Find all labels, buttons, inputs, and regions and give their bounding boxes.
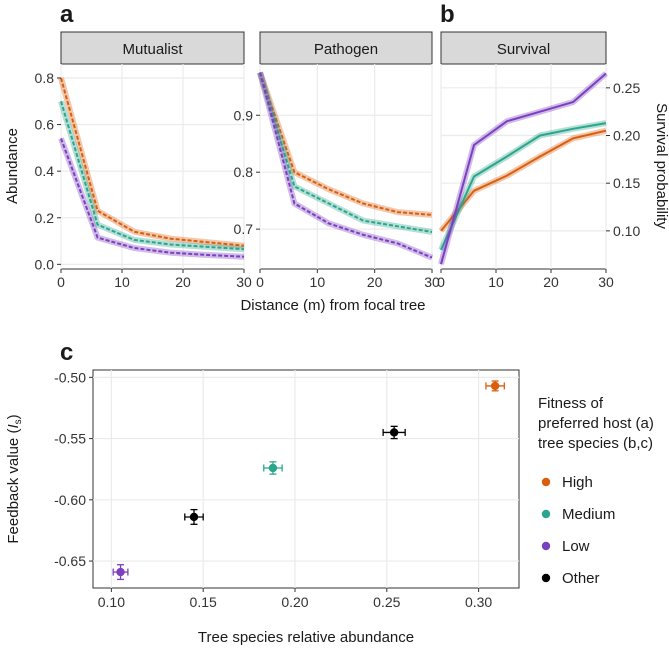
mutualist-y-tick-label: 0.4 (35, 163, 55, 179)
feedback-y-tick-label: -0.55 (54, 431, 86, 447)
survival-x-tick-label: 20 (543, 274, 559, 290)
legend-title-line-1: Fitness of (538, 395, 604, 412)
legend-title-line-2: preferred host (a) (538, 415, 654, 432)
feedback-y-tick-label: -0.65 (54, 553, 86, 569)
feedback-scatter-panel: 0.10 0.15 0.20 0.25 0.30 -0.65 -0.60 -0.55 -0.50… (5, 369, 520, 646)
mutualist-strip (60, 31, 245, 65)
legend: Fitness of preferred host (a) tree speci… (538, 395, 654, 587)
survival-x-tick-label: 30 (598, 274, 614, 290)
panel-letter-a: a (60, 1, 74, 28)
feedback-y-tick-label: -0.50 (54, 369, 86, 385)
survival-panel: Survival 0 10 20 30 0.10 0.15 0.20 0.25 Surviva… (437, 31, 669, 290)
relative-abundance-axis-title: Tree species relative abundance (198, 629, 414, 646)
pathogen-medium-line (259, 72, 433, 233)
legend-other-swatch (541, 573, 551, 583)
mutualist-y-tick-label: 0.0 (35, 256, 55, 272)
mutualist-y-tick-label: 0.6 (35, 117, 55, 133)
mutualist-x-tick-label: 30 (236, 274, 252, 290)
pathogen-strip-title: Pathogen (314, 41, 378, 58)
mutualist-strip-title: Mutualist (122, 41, 183, 58)
pathogen-x-tick-label: 10 (310, 274, 326, 290)
survival-y-tick-label: 0.10 (613, 223, 640, 239)
pathogen-high-line (259, 72, 433, 216)
mutualist-x-tick-label: 20 (175, 274, 191, 290)
mutualist-x-tick-label: 0 (57, 274, 65, 290)
pathogen-x-tick-label: 0 (256, 274, 264, 290)
point-low (116, 567, 125, 577)
legend-title-line-3: tree species (b,c) (538, 435, 653, 452)
pathogen-x-tick-label: 30 (424, 274, 440, 290)
legend-low-swatch (541, 541, 551, 551)
point-other (189, 512, 199, 522)
point-other (389, 428, 399, 437)
survival-x-tick-label: 10 (488, 274, 504, 290)
mutualist-y-tick-label: 0.2 (35, 210, 55, 226)
mutualist-high-line (60, 77, 245, 247)
pathogen-x-tick-label: 20 (367, 274, 383, 290)
mutualist-x-tick-label: 10 (114, 274, 130, 290)
pathogen-y-tick-label: 0.7 (234, 221, 254, 237)
feedback-x-tick-label: 0.20 (281, 594, 308, 610)
survival-high-line (440, 129, 607, 232)
pathogen-y-tick-label: 0.8 (234, 164, 254, 180)
distance-axis-title: Distance (m) from focal tree (240, 297, 425, 314)
legend-high-label: High (562, 474, 593, 491)
point-high (490, 381, 500, 391)
feedback-y-tick-label: -0.60 (54, 492, 86, 508)
survival-x-tick-label: 0 (437, 274, 445, 290)
feedback-plot-area (92, 369, 520, 589)
legend-high-swatch (541, 477, 551, 487)
mutualist-panel: Mutualist 0 10 20 30 0.0 0.2 0.4 0.6 0.8 Abundan… (4, 31, 252, 290)
feedback-x-tick-label: 0.30 (465, 594, 492, 610)
legend-medium-label: Medium (562, 506, 615, 523)
abundance-axis-title: Abundance (4, 128, 21, 204)
pathogen-panel: Pathogen 0 10 20 30 0.7 0.8 0.9 (234, 31, 440, 290)
panel-letter-b: b (440, 1, 455, 28)
survival-strip (440, 31, 607, 65)
survival-low-line (440, 72, 607, 265)
panel-letter-c: c (60, 339, 73, 366)
mutualist-y-tick-label: 0.8 (35, 70, 55, 86)
survival-y-tick-label: 0.15 (613, 175, 640, 191)
feedback-x-tick-label: 0.25 (373, 594, 400, 610)
legend-medium-swatch (541, 509, 551, 519)
feedback-x-tick-label: 0.15 (190, 594, 217, 610)
feedback-x-tick-label: 0.10 (98, 594, 125, 610)
legend-low-label: Low (562, 538, 590, 555)
point-medium (268, 463, 278, 473)
legend-other-label: Other (562, 570, 600, 587)
survival-medium-line (440, 122, 607, 251)
feedback-axis-title: Feedback value (Is) (5, 414, 24, 543)
survival-y-tick-label: 0.20 (613, 128, 640, 144)
mutualist-medium-line (60, 101, 245, 251)
survival-probability-axis-title: Survival probability (653, 103, 669, 229)
survival-strip-title: Survival (497, 41, 550, 58)
survival-y-tick-label: 0.25 (613, 80, 640, 96)
pathogen-y-tick-label: 0.9 (234, 107, 254, 123)
pathogen-low-line (259, 72, 433, 259)
pathogen-strip (259, 31, 433, 65)
mutualist-low-line (60, 138, 245, 258)
